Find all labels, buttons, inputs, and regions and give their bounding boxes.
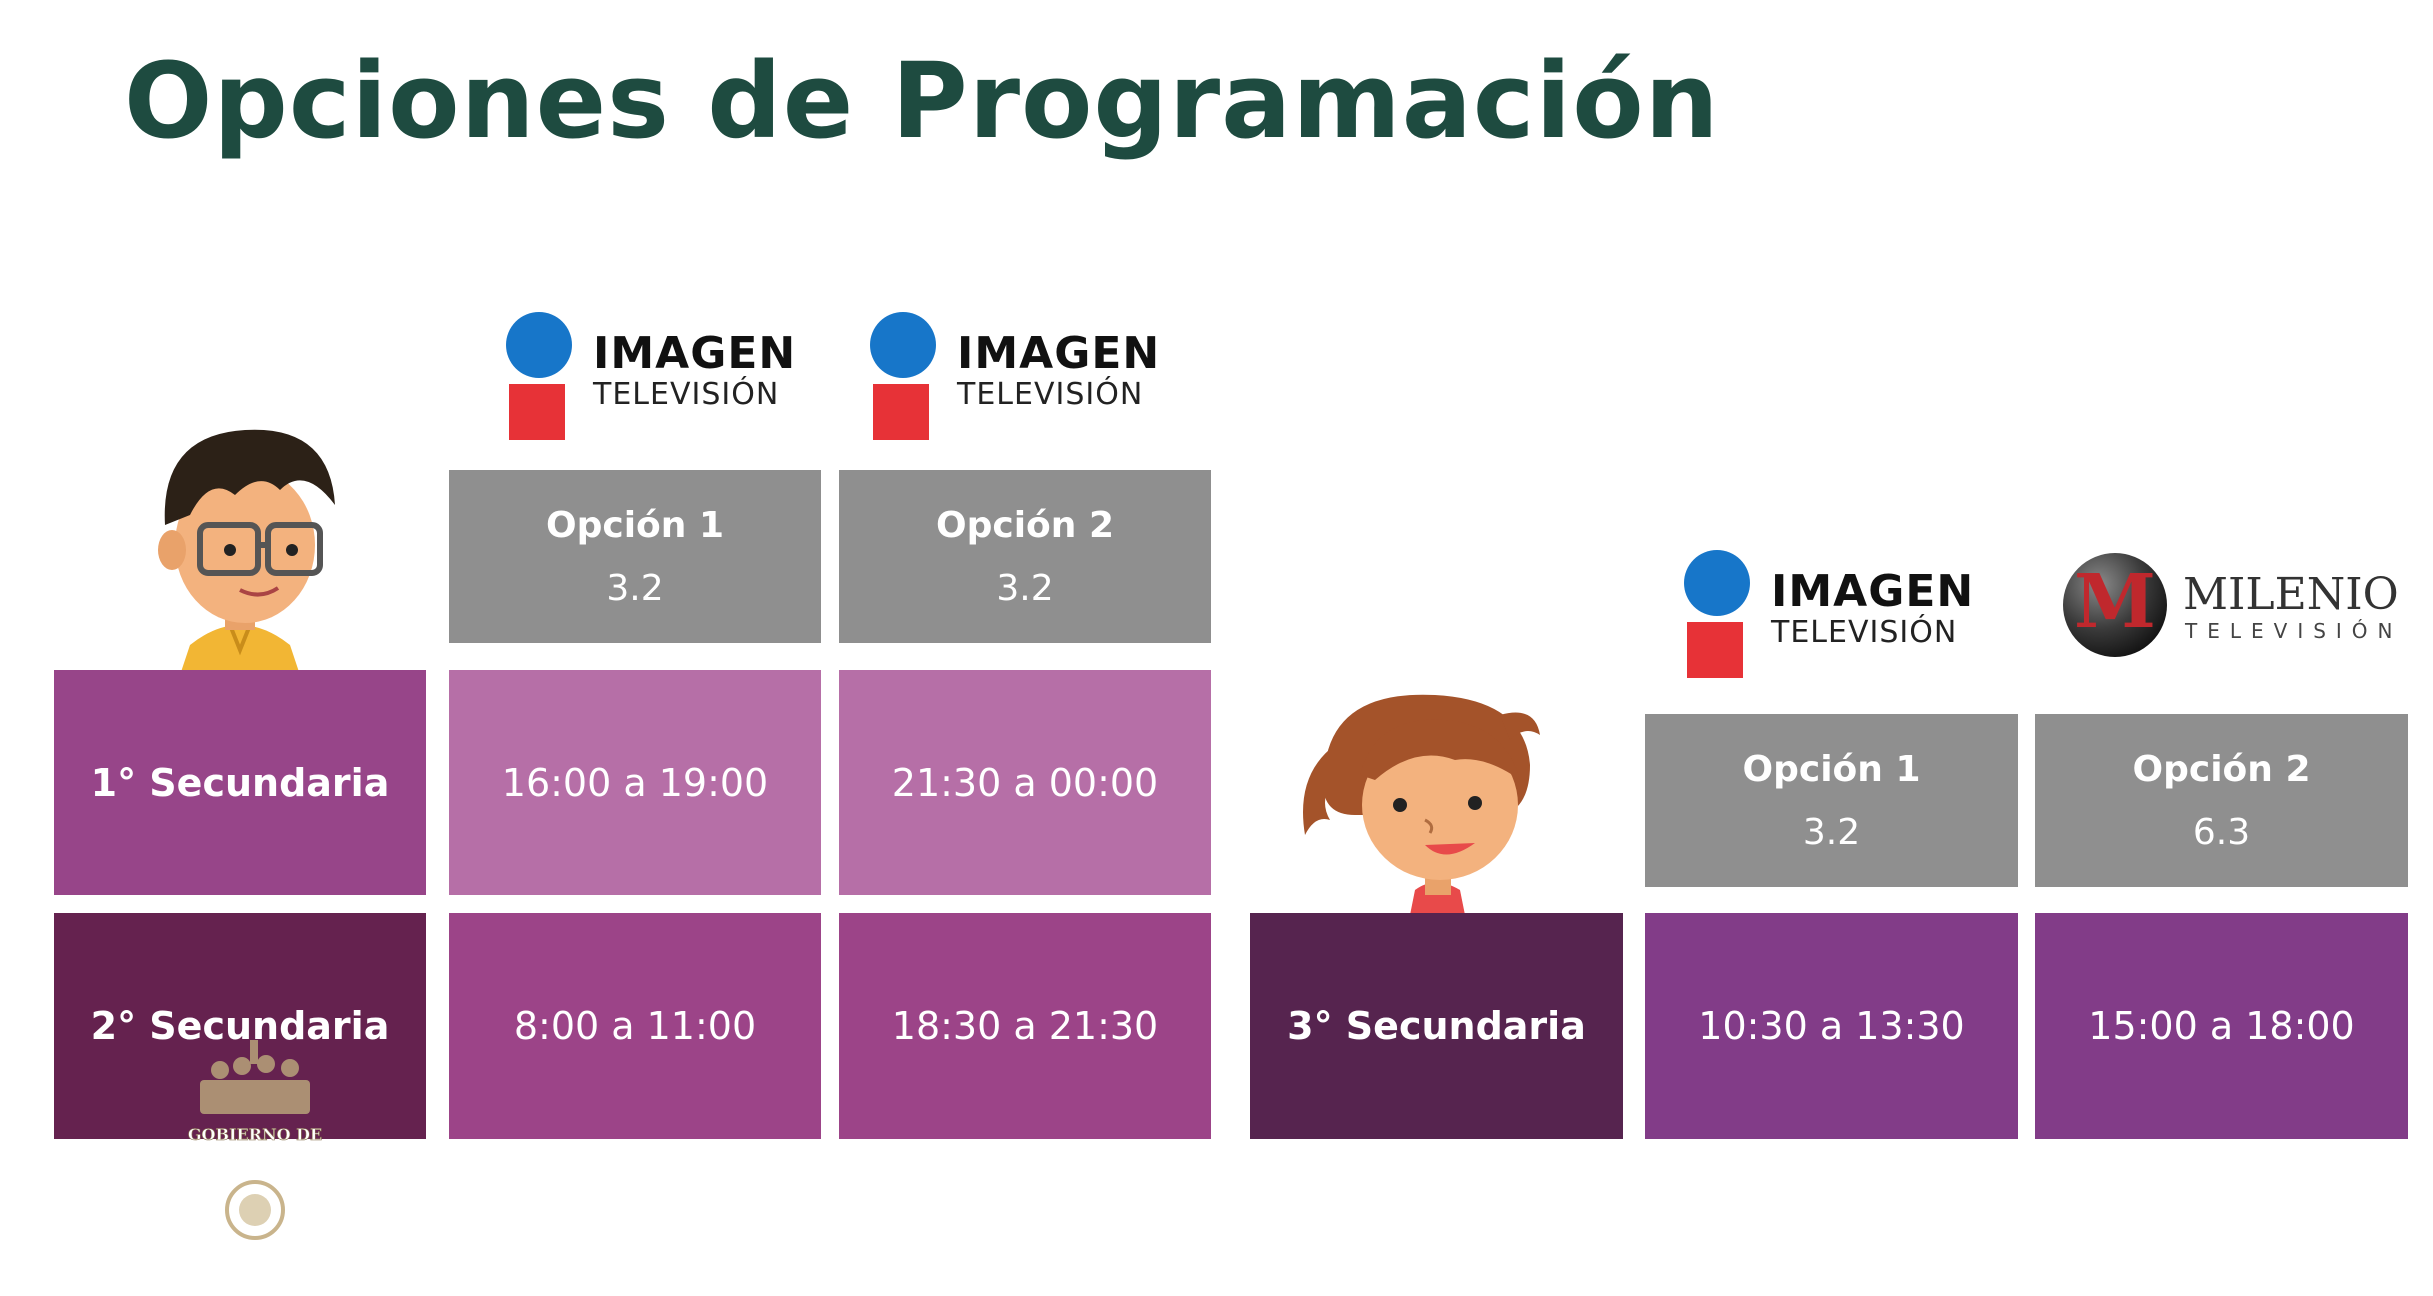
left-header-option-2: Opción 2 3.2 <box>839 470 1211 643</box>
left-header-option-1: Opción 1 3.2 <box>449 470 821 643</box>
schedule-cell: 8:00 a 11:00 <box>449 913 821 1139</box>
channel-number: 6.3 <box>2192 811 2251 853</box>
blue-circle-icon <box>870 312 936 378</box>
girl-illustration <box>1303 694 1540 915</box>
red-square-icon <box>509 384 565 440</box>
imagen-television-logo: IMAGEN TELEVISIÓN <box>1684 550 1984 680</box>
option-label: Opción 1 <box>1742 748 1921 790</box>
blue-circle-icon <box>506 312 572 378</box>
watermark-text: GOBIERNO DE <box>188 1125 322 1144</box>
schedule-cell: 21:30 a 00:00 <box>839 670 1211 895</box>
right-header-option-1: Opción 1 3.2 <box>1645 714 2018 887</box>
blue-circle-icon <box>1684 550 1750 616</box>
logo-word-milenio: MILENIO <box>2183 569 2399 620</box>
row-label-3-secundaria: 3° Secundaria <box>1250 913 1623 1139</box>
channel-number: 3.2 <box>1802 811 1861 853</box>
milenio-television-logo: M MILENIO TELEVISIÓN <box>2063 553 2399 663</box>
logo-word-imagen: IMAGEN <box>593 328 797 379</box>
imagen-television-logo: IMAGEN TELEVISIÓN <box>506 312 806 442</box>
red-square-icon <box>1687 622 1743 678</box>
imagen-television-logo: IMAGEN TELEVISIÓN <box>870 312 1170 442</box>
page-title: Opciones de Programación <box>124 40 1720 162</box>
schedule-cell: 10:30 a 13:30 <box>1645 913 2018 1139</box>
government-seal-watermark: GOBIERNO DE <box>188 1040 322 1240</box>
right-header-option-2: Opción 2 6.3 <box>2035 714 2408 887</box>
option-label: Opción 2 <box>936 504 1114 546</box>
option-label: Opción 1 <box>546 504 724 546</box>
logo-word-television: TELEVISIÓN <box>1771 615 1958 650</box>
logo-word-television: TELEVISIÓN <box>2185 619 2403 643</box>
row-label-1-secundaria: 1° Secundaria <box>54 670 426 895</box>
schedule-cell: 18:30 a 21:30 <box>839 913 1211 1139</box>
channel-number: 3.2 <box>606 567 664 609</box>
option-label: Opción 2 <box>2132 748 2311 790</box>
red-square-icon <box>873 384 929 440</box>
logo-word-imagen: IMAGEN <box>957 328 1161 379</box>
logo-word-television: TELEVISIÓN <box>957 377 1144 412</box>
milenio-m-mark: M <box>2074 559 2156 645</box>
schedule-cell: 16:00 a 19:00 <box>449 670 821 895</box>
milenio-sphere-icon <box>2063 553 2167 657</box>
boy-illustration <box>158 429 335 675</box>
schedule-cell: 15:00 a 18:00 <box>2035 913 2408 1139</box>
logo-word-television: TELEVISIÓN <box>593 377 780 412</box>
channel-number: 3.2 <box>996 567 1054 609</box>
logo-word-imagen: IMAGEN <box>1771 566 1975 617</box>
